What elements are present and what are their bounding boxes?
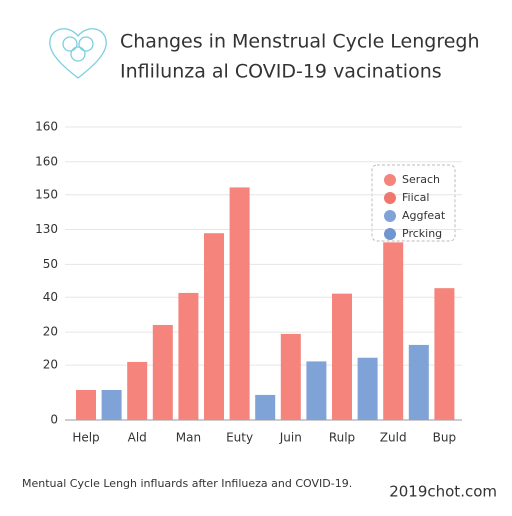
chart-title: Changes in Menstrual Cycle Lengregh (120, 31, 480, 53)
y-tick-label: 40 (43, 290, 58, 304)
bar (229, 187, 250, 420)
bar (101, 389, 122, 420)
x-tick-label: Juin (279, 431, 302, 445)
bar (152, 324, 173, 420)
bar (76, 389, 96, 420)
legend-label: Fiical (402, 191, 429, 204)
bar (178, 292, 199, 420)
bar (280, 333, 301, 420)
x-tick-label: Help (72, 431, 99, 445)
legend-label: Aggfeat (402, 209, 446, 222)
bar (255, 394, 276, 420)
x-tick-label: Rulp (329, 431, 355, 445)
bar (204, 233, 224, 420)
legend-swatch (384, 192, 396, 204)
legend-label: Prcking (402, 227, 442, 240)
y-tick-label: 20 (43, 358, 58, 372)
bar (127, 361, 148, 420)
bar (306, 361, 327, 420)
x-tick-label: Bup (433, 431, 456, 445)
y-tick-label: 50 (43, 257, 58, 271)
caption: Mentual Cycle Lengh influards after Infi… (22, 477, 352, 490)
bar (383, 242, 404, 420)
bar (357, 357, 378, 420)
bar (408, 344, 429, 420)
y-tick-label: 130 (35, 222, 58, 236)
x-tick-label: Euty (226, 431, 253, 445)
legend-swatch (384, 210, 396, 222)
legend-swatch (384, 174, 396, 186)
x-tick-label: Ald (128, 431, 147, 445)
y-tick-label: 160 (35, 120, 58, 134)
y-tick-label: 150 (35, 187, 58, 201)
chart-subtitle: Inflilunza al COVID-19 vacinations (120, 61, 442, 83)
legend-swatch (384, 228, 396, 240)
logo (49, 28, 107, 79)
bar (332, 293, 352, 420)
y-tick-label: 0 (50, 413, 58, 427)
x-tick-label: Man (176, 431, 201, 445)
y-tick-label: 160 (35, 154, 58, 168)
watermark: 2019chot.com (389, 483, 497, 501)
x-tick-label: Zuld (380, 431, 407, 445)
bar (434, 288, 455, 420)
legend-label: Serach (402, 173, 440, 186)
y-tick-label: 20 (43, 325, 58, 339)
